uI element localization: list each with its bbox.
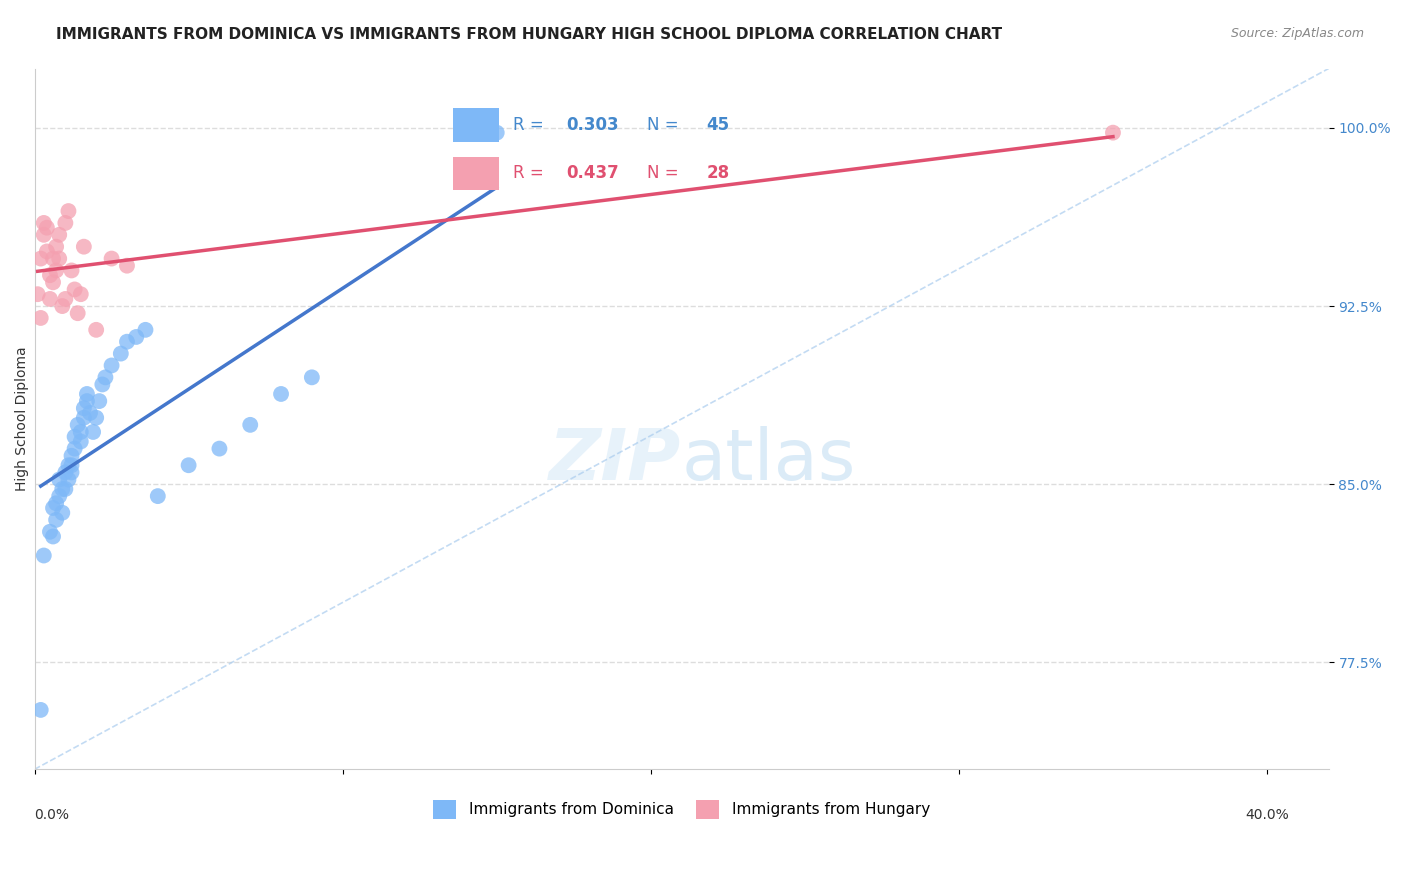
Bar <box>453 157 499 190</box>
Point <box>66 306 89 320</box>
Point <box>94 370 117 384</box>
Point <box>58 204 80 219</box>
Point <box>270 387 292 401</box>
Point <box>91 377 114 392</box>
Point <box>63 430 86 444</box>
Point <box>51 482 73 496</box>
Point <box>134 323 156 337</box>
Point <box>51 506 73 520</box>
Point <box>35 220 58 235</box>
Point <box>125 330 148 344</box>
Point <box>48 473 70 487</box>
Point <box>39 524 62 539</box>
Point <box>32 549 55 563</box>
Point <box>32 216 55 230</box>
Point <box>53 466 76 480</box>
Point <box>27 287 49 301</box>
Point <box>30 310 52 325</box>
Point <box>35 244 58 259</box>
Point <box>53 292 76 306</box>
Point <box>1102 126 1125 140</box>
Y-axis label: High School Diploma: High School Diploma <box>15 347 30 491</box>
Point <box>76 394 98 409</box>
Point <box>60 466 83 480</box>
Point <box>48 252 70 266</box>
Text: 28: 28 <box>706 164 730 182</box>
Point <box>73 410 96 425</box>
Point <box>69 425 91 439</box>
Point <box>45 263 67 277</box>
Point <box>48 489 70 503</box>
Point <box>42 529 65 543</box>
Text: Source: ZipAtlas.com: Source: ZipAtlas.com <box>1230 27 1364 40</box>
Point <box>89 394 111 409</box>
Point <box>30 252 52 266</box>
Point <box>63 442 86 456</box>
Point <box>39 268 62 283</box>
Point <box>115 334 138 349</box>
Text: IMMIGRANTS FROM DOMINICA VS IMMIGRANTS FROM HUNGARY HIGH SCHOOL DIPLOMA CORRELAT: IMMIGRANTS FROM DOMINICA VS IMMIGRANTS F… <box>56 27 1002 42</box>
Bar <box>453 108 499 142</box>
Point <box>79 406 101 420</box>
Point <box>60 449 83 463</box>
Point <box>60 263 83 277</box>
Point <box>60 458 83 473</box>
Point <box>110 346 132 360</box>
Text: 45: 45 <box>706 116 730 134</box>
Point <box>63 282 86 296</box>
Text: 0.437: 0.437 <box>565 164 619 182</box>
Point <box>239 417 262 432</box>
Point <box>73 240 96 254</box>
Text: R =: R = <box>513 116 550 134</box>
Point <box>84 323 107 337</box>
Point <box>32 227 55 242</box>
Text: ZIP: ZIP <box>550 426 682 495</box>
Point <box>84 410 107 425</box>
Point <box>100 252 122 266</box>
Text: N =: N = <box>647 116 683 134</box>
Point <box>42 501 65 516</box>
Point <box>66 417 89 432</box>
Point <box>53 216 76 230</box>
Text: R =: R = <box>513 164 550 182</box>
Legend: Immigrants from Dominica, Immigrants from Hungary: Immigrants from Dominica, Immigrants fro… <box>427 794 936 825</box>
Point <box>45 496 67 510</box>
Point <box>485 126 508 140</box>
Point <box>100 359 122 373</box>
Point <box>208 442 231 456</box>
Point <box>42 276 65 290</box>
Text: 40.0%: 40.0% <box>1246 808 1289 822</box>
Text: 0.303: 0.303 <box>565 116 619 134</box>
Point <box>69 287 91 301</box>
Point <box>42 252 65 266</box>
Point <box>51 299 73 313</box>
Text: 0.0%: 0.0% <box>35 808 69 822</box>
Point <box>58 473 80 487</box>
Point <box>76 387 98 401</box>
Point <box>53 482 76 496</box>
Point <box>177 458 200 473</box>
Point <box>115 259 138 273</box>
Point <box>45 240 67 254</box>
Point <box>48 227 70 242</box>
Point <box>73 401 96 416</box>
Text: N =: N = <box>647 164 683 182</box>
Point <box>301 370 323 384</box>
Point <box>146 489 169 503</box>
Text: atlas: atlas <box>682 426 856 495</box>
Point <box>39 292 62 306</box>
Point <box>30 703 52 717</box>
Point <box>82 425 104 439</box>
Point <box>69 434 91 449</box>
Point <box>45 513 67 527</box>
Point <box>58 458 80 473</box>
